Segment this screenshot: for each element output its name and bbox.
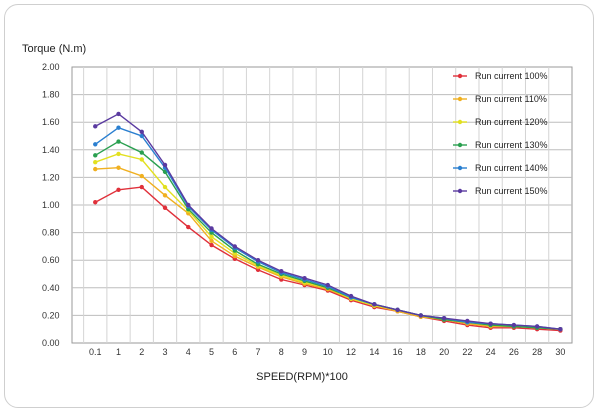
y-tick-label: 0.20 <box>42 310 60 320</box>
data-point <box>534 324 540 329</box>
x-tick-label: 8 <box>279 347 284 357</box>
data-point <box>93 200 98 205</box>
data-point <box>162 193 168 198</box>
x-tick-label: 3 <box>163 347 168 357</box>
data-point <box>116 165 121 170</box>
x-tick-label: 26 <box>509 347 519 357</box>
data-point <box>209 242 214 248</box>
y-tick-label: 1.00 <box>42 200 60 210</box>
x-tick-label: 2 <box>139 347 144 357</box>
x-tick-label: 5 <box>209 347 214 357</box>
data-point <box>418 313 424 318</box>
legend-swatch-marker <box>457 96 463 102</box>
x-tick-label: 4 <box>186 347 191 357</box>
data-point <box>488 321 493 326</box>
data-point <box>116 151 121 157</box>
x-tick-label: 10 <box>323 347 333 357</box>
x-tick-label: 16 <box>393 347 403 357</box>
data-point <box>209 226 214 231</box>
data-point <box>162 162 168 168</box>
legend-swatch-marker <box>457 165 463 171</box>
data-point <box>139 173 144 179</box>
data-point <box>302 275 307 281</box>
x-tick-label: 1 <box>116 347 121 357</box>
data-point <box>93 166 98 172</box>
legend-swatch-marker <box>457 119 463 125</box>
legend-swatch-marker <box>457 142 463 148</box>
data-point <box>209 234 214 239</box>
data-point <box>395 307 400 313</box>
x-axis-label: SPEED(RPM)*100 <box>256 371 348 383</box>
y-tick-label: 1.60 <box>42 117 60 127</box>
data-point <box>558 327 563 332</box>
x-tick-label: 7 <box>256 347 261 357</box>
y-axis-label: Torque (N.m) <box>22 43 86 55</box>
data-point <box>93 153 98 158</box>
data-point <box>139 184 144 190</box>
data-point <box>465 318 470 324</box>
data-point <box>255 258 261 263</box>
data-point <box>186 224 191 230</box>
data-point <box>162 205 168 210</box>
legend-swatch-marker <box>457 188 463 194</box>
data-point <box>232 244 237 249</box>
data-point <box>511 322 517 328</box>
data-point <box>139 133 144 139</box>
x-tick-label: 20 <box>439 347 449 357</box>
legend-entry: Run current 120% <box>475 117 548 127</box>
data-point <box>162 184 168 190</box>
x-tick-label: 6 <box>232 347 237 357</box>
y-tick-label: 1.40 <box>42 145 60 155</box>
y-tick-label: 1.20 <box>42 172 60 182</box>
y-tick-label: 1.80 <box>42 90 60 100</box>
data-point <box>325 282 331 288</box>
x-tick-label: 30 <box>555 347 565 357</box>
data-point <box>279 269 284 274</box>
y-tick-label: 0.00 <box>42 338 60 348</box>
legend-entry: Run current 150% <box>475 186 548 196</box>
data-point <box>93 142 98 147</box>
data-point <box>139 150 144 155</box>
y-tick-label: 2.00 <box>42 62 60 72</box>
x-tick-label: 24 <box>486 347 496 357</box>
data-point <box>441 315 447 321</box>
data-point <box>139 157 144 162</box>
x-tick-label: 0.1 <box>89 347 102 357</box>
data-point <box>139 129 144 135</box>
legend-entry: Run current 110% <box>475 94 547 104</box>
data-point <box>116 125 121 130</box>
data-point <box>93 160 98 165</box>
x-tick-label: 22 <box>462 347 472 357</box>
x-tick-label: 18 <box>416 347 426 357</box>
legend-entry: Run current 100% <box>475 71 548 81</box>
data-point <box>116 139 121 144</box>
data-point <box>186 202 191 208</box>
y-tick-label: 0.40 <box>42 283 60 293</box>
y-tick-label: 0.80 <box>42 228 60 238</box>
legend-swatch-marker <box>457 73 463 79</box>
data-point <box>116 111 121 117</box>
data-point <box>372 302 377 307</box>
data-point <box>116 187 121 193</box>
x-tick-label: 9 <box>302 347 307 357</box>
y-tick-label: 0.60 <box>42 255 60 265</box>
series-group <box>93 111 563 332</box>
x-tick-label: 28 <box>532 347 542 357</box>
data-point <box>348 293 354 299</box>
data-point <box>93 124 98 129</box>
x-tick-label: 14 <box>369 347 379 357</box>
legend-entry: Run current 130% <box>475 140 548 150</box>
data-point <box>209 238 214 244</box>
legend-entry: Run current 140% <box>475 163 548 173</box>
x-tick-label: 12 <box>346 347 356 357</box>
